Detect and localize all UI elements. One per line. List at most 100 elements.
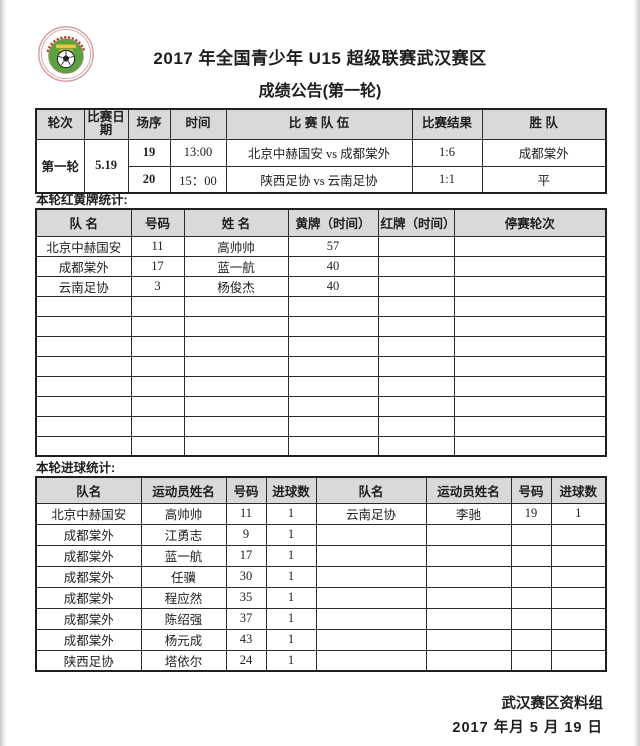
team-cell: 北京中赫国安 <box>35 502 142 525</box>
page-right-edge-shadow <box>633 0 640 746</box>
winner-cell: 平 <box>481 165 607 194</box>
teams-cell: 陕西足协 vs 云南足协 <box>225 165 413 194</box>
red-card-cell <box>377 275 455 297</box>
team-cell <box>315 586 427 609</box>
date-cell: 5.19 <box>83 138 129 194</box>
match-results-header: 轮次 比赛日期 场序 时间 比 赛 队 伍 比赛结果 胜 队 <box>35 108 607 140</box>
team-cell: 成都棠外 <box>35 255 132 277</box>
col-team-right: 队名 <box>315 476 427 504</box>
player-cell <box>425 607 512 630</box>
number-cell: 30 <box>225 565 267 588</box>
red-card-cell <box>377 415 455 437</box>
number-cell <box>510 565 552 588</box>
match-no-cell: 19 <box>127 138 171 167</box>
page-left-edge-shadow <box>0 0 7 746</box>
yellow-card-cell <box>287 295 379 317</box>
number-cell <box>130 315 185 337</box>
number-cell: 17 <box>130 255 185 277</box>
goals-cell: 1 <box>265 565 317 588</box>
player-cell <box>425 523 512 546</box>
team-cell <box>35 295 132 317</box>
number-cell: 37 <box>225 607 267 630</box>
goals-cell <box>550 628 607 651</box>
number-cell <box>130 295 185 317</box>
title-line-1: 2017 年全国青少年 U15 超级联赛武汉赛区 <box>153 49 487 68</box>
suspension-cell <box>453 275 607 297</box>
team-cell: 成都棠外 <box>35 586 142 609</box>
col-name: 姓 名 <box>183 208 289 237</box>
result-cell: 1:6 <box>411 138 483 167</box>
col-goals-right: 进球数 <box>550 476 607 504</box>
player-cell: 李驰 <box>425 502 512 525</box>
team-cell: 成都棠外 <box>35 607 142 630</box>
col-player-left: 运动员姓名 <box>140 476 227 504</box>
cards-section-label: 本轮红黄牌统计: <box>36 193 128 207</box>
number-cell: 19 <box>510 502 552 525</box>
number-cell: 3 <box>130 275 185 297</box>
col-team-left: 队名 <box>35 476 142 504</box>
col-teams: 比 赛 队 伍 <box>225 108 413 140</box>
goals-cell <box>550 586 607 609</box>
yellow-card-cell <box>287 375 379 397</box>
goal-row: 成都棠外 蓝一航 17 1 <box>35 544 607 567</box>
card-row: 成都棠外 17 蓝一航 40 <box>35 255 607 277</box>
col-suspension: 停赛轮次 <box>453 208 607 237</box>
number-cell <box>130 415 185 437</box>
number-cell <box>510 649 552 672</box>
match-row: 第一轮 5.19 19 13:00 北京中赫国安 vs 成都棠外 1:6 成都棠… <box>35 138 607 194</box>
football-badge-icon <box>38 26 94 82</box>
col-match-no: 场序 <box>127 108 171 140</box>
winner-cell: 成都棠外 <box>481 138 607 167</box>
team-cell: 陕西足协 <box>35 649 142 672</box>
red-card-cell <box>377 235 455 257</box>
team-cell <box>35 335 132 357</box>
suspension-cell <box>453 375 607 397</box>
yellow-card-cell: 40 <box>287 275 379 297</box>
team-cell <box>35 395 132 417</box>
goals-cell: 1 <box>265 523 317 546</box>
name-cell <box>183 375 289 397</box>
name-cell <box>183 295 289 317</box>
col-player-right: 运动员姓名 <box>425 476 512 504</box>
card-row <box>35 375 607 397</box>
teams-cell: 北京中赫国安 vs 成都棠外 <box>225 138 413 167</box>
col-result: 比赛结果 <box>411 108 483 140</box>
suspension-cell <box>453 315 607 337</box>
goals-cell <box>550 544 607 567</box>
team-cell: 云南足协 <box>315 502 427 525</box>
card-row <box>35 415 607 437</box>
team-cell: 成都棠外 <box>35 565 142 588</box>
yellow-card-cell <box>287 315 379 337</box>
goals-cell: 1 <box>550 502 607 525</box>
goals-cell: 1 <box>265 586 317 609</box>
name-cell: 蓝一航 <box>183 255 289 277</box>
number-cell <box>510 544 552 567</box>
goal-row: 成都棠外 任骥 30 1 <box>35 565 607 588</box>
match-no-cell: 20 <box>127 165 171 194</box>
yellow-card-cell <box>287 395 379 417</box>
footer-date: 2017 年月 5 月 19 日 <box>452 720 603 736</box>
col-yellow-card-time: 黄牌（时间） <box>287 208 379 237</box>
name-cell: 高帅帅 <box>183 235 289 257</box>
player-cell: 蓝一航 <box>140 544 227 567</box>
time-cell: 15：00 <box>169 165 227 194</box>
col-number-left: 号码 <box>225 476 267 504</box>
team-cell <box>315 649 427 672</box>
team-cell <box>315 544 427 567</box>
col-goals-left: 进球数 <box>265 476 317 504</box>
league-badge-logo <box>37 25 95 83</box>
player-cell <box>425 544 512 567</box>
red-card-cell <box>377 255 455 277</box>
number-cell <box>130 435 185 457</box>
col-round: 轮次 <box>35 108 85 140</box>
red-card-cell <box>377 355 455 377</box>
yellow-card-cell <box>287 355 379 377</box>
card-row <box>35 335 607 357</box>
title-line-2: 成绩公告(第一轮) <box>258 83 382 100</box>
goals-cell: 1 <box>265 544 317 567</box>
red-card-cell <box>377 375 455 397</box>
yellow-card-cell: 57 <box>287 235 379 257</box>
name-cell <box>183 435 289 457</box>
suspension-cell <box>453 255 607 277</box>
goals-cell <box>550 523 607 546</box>
